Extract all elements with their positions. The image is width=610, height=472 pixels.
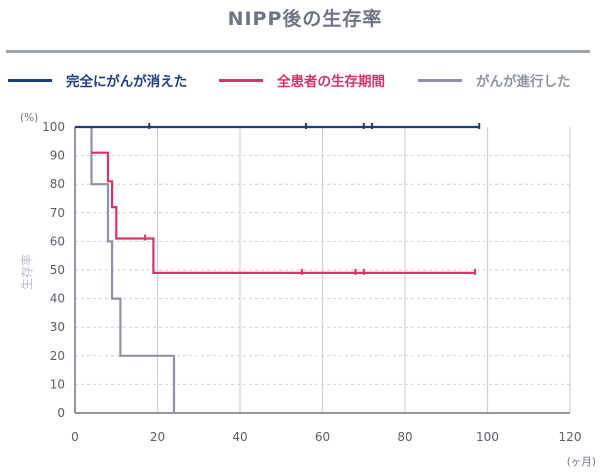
- legend-item-all: 全患者の生存期間: [219, 70, 385, 90]
- y-tick-label: 100: [42, 120, 65, 134]
- y-tick-label: 80: [50, 177, 65, 191]
- grid-lines: [75, 127, 571, 413]
- x-tick-label: 60: [315, 430, 330, 444]
- series-lines: [75, 123, 481, 413]
- y-tick-label: 50: [50, 263, 65, 277]
- chart-title: NIPP後の生存率: [227, 8, 383, 30]
- legend: 完全にがんが消えた 全患者の生存期間 がんが進行した: [0, 70, 610, 94]
- legend-item-progressed: がんが進行した: [418, 70, 571, 90]
- x-tick-label: 20: [150, 430, 165, 444]
- legend-swatch-progressed: [418, 78, 462, 82]
- x-tick-label: 40: [232, 430, 247, 444]
- y-axis-label: 生存率: [19, 254, 34, 290]
- axes: [74, 127, 570, 414]
- title-divider: [6, 50, 590, 53]
- legend-swatch-complete: [8, 78, 52, 82]
- legend-swatch-all: [219, 78, 263, 82]
- axis-labels: 0 10 20 30 40 50 60 70 80 90 100 0 20 40 60 80 100 120 (%)…: [19, 112, 596, 468]
- y-tick-label: 0: [57, 406, 65, 420]
- y-tick-label: 90: [50, 149, 65, 163]
- series-line-progressed: [90, 127, 176, 413]
- legend-label-complete: 完全にがんが消えた: [66, 74, 188, 90]
- legend-item-complete: 完全にがんが消えた: [8, 70, 187, 90]
- y-tick-label: 60: [50, 234, 65, 248]
- x-tick-label: 120: [559, 430, 582, 444]
- x-unit-label: (ヶ月): [567, 456, 596, 468]
- y-tick-label: 40: [50, 292, 65, 306]
- legend-label-progressed: がんが進行した: [476, 74, 571, 90]
- y-tick-label: 70: [50, 206, 65, 220]
- x-tick-label: 0: [71, 430, 79, 444]
- series-line-all: [91, 151, 476, 274]
- x-tick-label: 100: [476, 430, 499, 444]
- y-tick-label: 20: [50, 349, 65, 363]
- y-tick-label: 30: [50, 320, 65, 334]
- y-tick-label: 10: [50, 377, 65, 391]
- legend-label-all: 全患者の生存期間: [277, 74, 385, 90]
- y-unit-label: (%): [20, 112, 38, 124]
- x-tick-label: 80: [397, 430, 412, 444]
